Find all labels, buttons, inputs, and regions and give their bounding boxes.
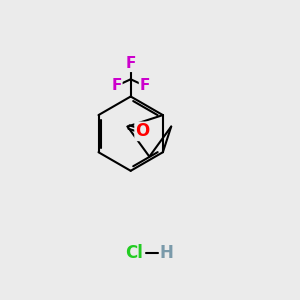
Text: F: F [140, 78, 150, 93]
Text: H: H [159, 244, 173, 262]
Text: F: F [112, 78, 122, 93]
Text: F: F [125, 56, 136, 71]
Text: Cl: Cl [126, 244, 143, 262]
Text: O: O [135, 122, 149, 140]
